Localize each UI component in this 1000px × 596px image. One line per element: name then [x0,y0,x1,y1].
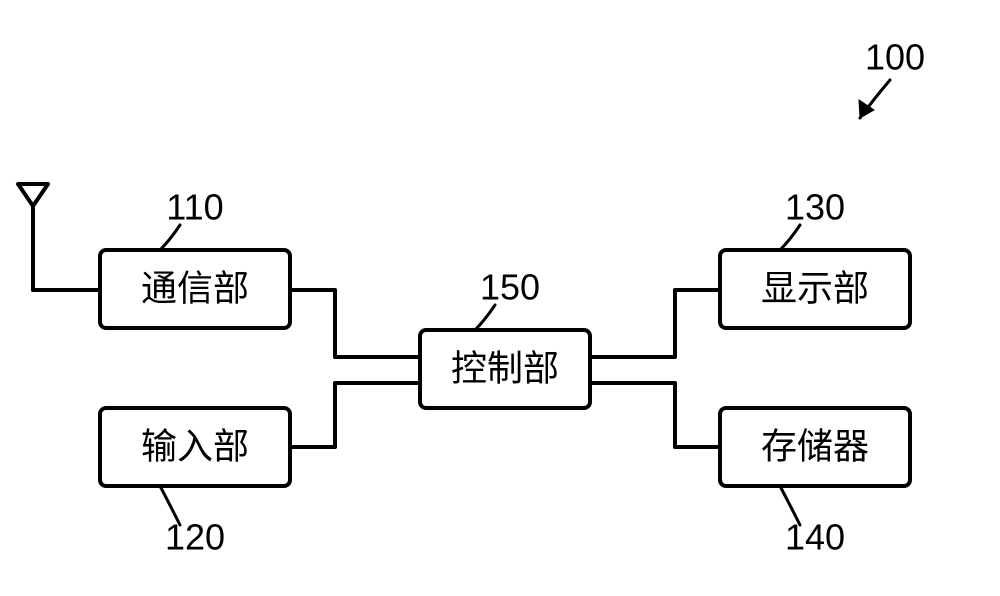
system-label-text: 100 [865,37,925,78]
block-disp: 显示部 130 [720,187,910,328]
connection-ctrl-mem [590,383,720,447]
block-disp-label: 显示部 [761,268,869,309]
block-ctrl-label: 控制部 [451,348,559,389]
block-ctrl: 控制部 150 [420,267,590,408]
system-label: 100 [859,37,925,118]
block-comm-number: 110 [166,187,223,228]
block-disp-number: 130 [785,187,845,228]
leader-disp [780,225,800,250]
block-mem-number: 140 [785,517,845,558]
block-input-number: 120 [165,517,225,558]
connection-ctrl-disp [590,290,720,357]
block-comm-label: 通信部 [141,268,249,309]
antenna-icon [18,184,48,290]
block-input-label: 输入部 [141,426,249,467]
leader-ctrl [475,305,495,330]
block-input: 输入部 120 [100,408,290,558]
leader-comm [160,225,180,250]
block-mem: 存储器 140 [720,408,910,558]
block-comm: 通信部 110 [100,187,290,328]
block-ctrl-number: 150 [480,267,540,308]
connection-input-ctrl [290,383,420,447]
connection-comm-ctrl [290,290,420,357]
block-mem-label: 存储器 [761,426,869,467]
